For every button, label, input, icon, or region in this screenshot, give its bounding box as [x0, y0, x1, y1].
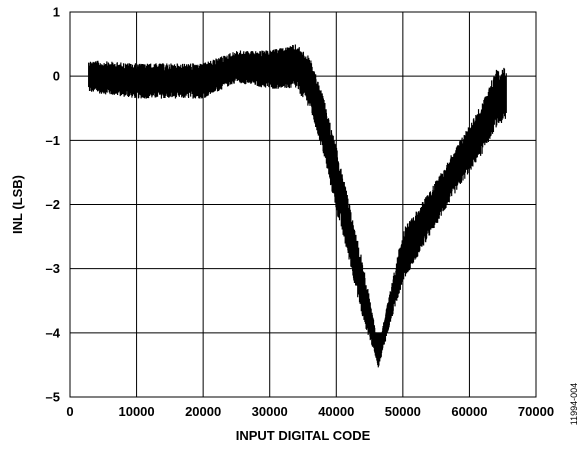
x-tick-label: 60000: [451, 404, 487, 419]
y-tick-labels: 1 0 –1 –2 –3 –4 –5: [46, 5, 61, 405]
x-tick-label: 10000: [118, 404, 154, 419]
y-tick-label: 1: [53, 5, 60, 20]
x-tick-labels: 0 10000 20000 30000 40000 50000 60000 70000: [66, 404, 554, 419]
y-tick-label: 0: [53, 69, 60, 84]
y-tick-label: –2: [46, 197, 60, 212]
x-tick-label: 0: [66, 404, 73, 419]
x-tick-label: 70000: [518, 404, 554, 419]
x-axis-label: INPUT DIGITAL CODE: [236, 428, 371, 443]
x-tick-label: 40000: [318, 404, 354, 419]
y-tick-label: –3: [46, 261, 60, 276]
y-tick-label: –5: [46, 390, 60, 405]
series-trace: [89, 45, 507, 368]
y-tick-label: –1: [46, 133, 60, 148]
x-tick-label: 50000: [385, 404, 421, 419]
x-tick-label: 30000: [252, 404, 288, 419]
inl-series-band: [89, 45, 507, 368]
y-axis-label: INL (LSB): [10, 175, 25, 234]
x-tick-label: 20000: [185, 404, 221, 419]
y-tick-label: –4: [46, 325, 61, 340]
figure-id: 11994-004: [569, 383, 579, 425]
